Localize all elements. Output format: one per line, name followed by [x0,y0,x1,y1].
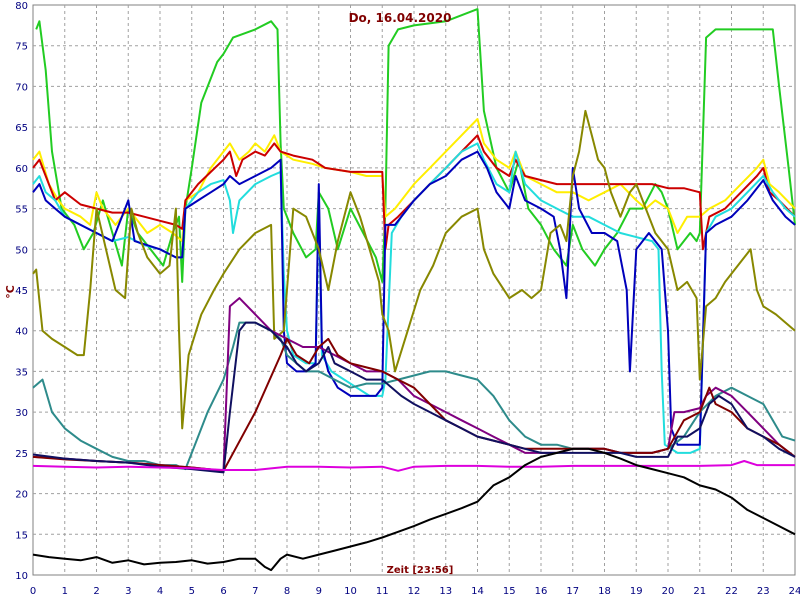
y-tick-label: 70 [15,82,28,93]
x-tick-label: 0 [30,586,36,597]
x-tick-label: 3 [125,586,131,597]
x-tick-label: 11 [376,586,389,597]
y-tick-label: 55 [15,205,28,216]
x-tick-label: 18 [598,586,611,597]
y-tick-label: 65 [15,123,28,134]
series-line-9 [32,321,796,474]
series-line-5 [32,109,796,430]
series-group [32,8,796,572]
x-tick-label: 24 [789,586,800,597]
x-tick-label: 21 [693,586,706,597]
x-tick-label: 12 [408,586,421,597]
y-tick-label: 30 [15,408,28,419]
x-tick-label: 1 [62,586,68,597]
x-tick-label: 4 [157,586,163,597]
y-tick-label: 50 [15,245,28,256]
y-tick-label: 15 [15,530,28,541]
y-tick-label: 35 [15,367,28,378]
x-tick-label: 23 [757,586,770,597]
y-tick-label: 10 [15,571,28,582]
x-tick-label: 6 [220,586,226,597]
x-tick-label: 17 [566,586,579,597]
x-axis-ticks: 0 1 2 3 4 5 6 7 8 9 10 11 12 13 14 15 16 17 18 19 20 21 22 23 24 [30,586,800,597]
y-tick-label: 75 [15,42,28,53]
x-tick-label: 19 [630,586,643,597]
y-tick-label: 40 [15,327,28,338]
x-tick-label: 20 [662,586,675,597]
x-tick-label: 10 [344,586,357,597]
y-tick-label: 80 [15,1,28,12]
chart-title: Do, 16.04.2020 [349,11,452,25]
y-tick-label: 20 [15,490,28,501]
y-tick-label: 45 [15,286,28,297]
x-tick-label: 8 [284,586,290,597]
x-tick-label: 7 [252,586,258,597]
x-tick-label: 22 [725,586,738,597]
x-tick-label: 15 [503,586,516,597]
series-line-10 [32,460,795,472]
x-tick-label: 5 [189,586,195,597]
x-tick-label: 13 [439,586,452,597]
y-tick-label: 25 [15,449,28,460]
y-axis-ticks: 10 15 20 25 30 35 40 45 50 55 60 65 70 75 80 [15,1,28,582]
y-axis-label: °C [4,285,17,299]
x-tick-label: 16 [535,586,548,597]
x-tick-label: 2 [93,586,99,597]
y-tick-label: 60 [15,164,28,175]
time-footer: Zeit [23:56] [387,565,454,576]
x-tick-label: 14 [471,586,484,597]
series-line-0 [35,8,796,283]
series-line-7 [32,297,796,472]
series-line-11 [32,447,796,572]
x-tick-label: 9 [316,586,322,597]
